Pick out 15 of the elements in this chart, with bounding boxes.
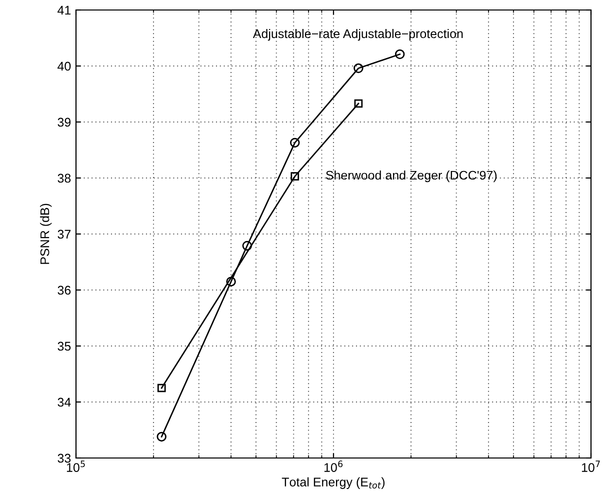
y-tick-label: 40 [58,62,71,71]
y-tick-label: 35 [58,342,71,351]
x-tick-label: 10$^{7}$ [582,460,600,472]
series-label: Sherwood and Zeger (DCC'97) [326,170,497,182]
x-tick-label: 10$^{6}$ [324,460,343,472]
legend-label: Adjustable−rate Adjustable−protection [252,28,463,41]
y-tick-label: 39 [58,118,71,127]
y-tick-label: 38 [58,174,71,183]
x-axis-title: Total Energy (E$_{tot}$) [282,477,385,489]
y-tick-label: 37 [58,230,71,239]
y-tick-label: 34 [58,398,71,407]
y-axis-title: PSNR (dB) [40,204,52,264]
y-tick-label: 33 [58,454,71,463]
y-tick-label: 41 [58,6,71,15]
y-tick-label: 36 [58,286,71,295]
